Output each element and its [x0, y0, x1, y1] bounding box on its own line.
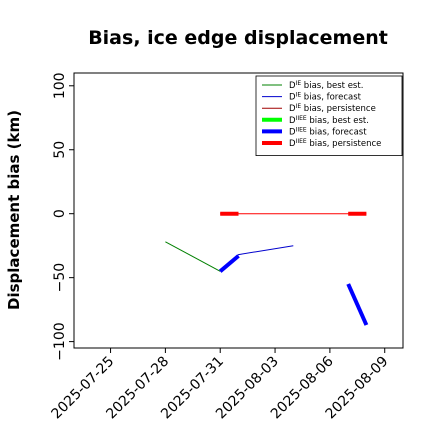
legend-label-1: DIE bias, forecast — [289, 91, 362, 103]
y-tick-label-3: −50 — [52, 263, 68, 293]
legend-label-2: DIE bias, persistence — [289, 103, 376, 115]
legend: DIE bias, best est.DIE bias, forecastDIE… — [255, 75, 403, 156]
y-tick-label-2: 0 — [52, 209, 68, 218]
chart-title: Bias, ice edge displacement — [88, 27, 388, 49]
legend-label-3: DIIEE bias, best est. — [289, 114, 369, 126]
legend-label-4: DIIEE bias, forecast — [289, 126, 367, 138]
series-line-1-0 — [219, 245, 294, 272]
series-line-4-1 — [346, 283, 369, 326]
y-tick-label-0: 100 — [52, 72, 68, 99]
plot-frame — [73, 72, 404, 349]
legend-label-0: DIE bias, best est. — [289, 80, 363, 92]
y-tick-label-4: −100 — [52, 322, 68, 360]
y-tick-label-1: 50 — [52, 141, 68, 159]
series-line-4-0 — [218, 254, 240, 273]
y-axis-label: Displacement bias (km) — [5, 110, 23, 310]
legend-label-5: DIIEE bias, persistence — [289, 138, 381, 150]
series-line-0-0 — [165, 241, 221, 272]
